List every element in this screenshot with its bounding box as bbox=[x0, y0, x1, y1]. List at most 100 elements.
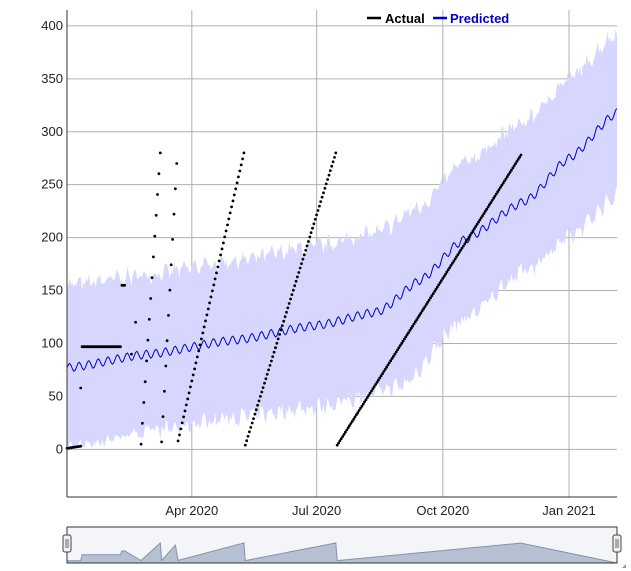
actual-point bbox=[294, 279, 298, 283]
actual-point bbox=[471, 229, 475, 233]
actual-point bbox=[515, 160, 519, 163]
actual-point bbox=[161, 415, 165, 418]
x-tick-label: Jul 2020 bbox=[292, 503, 341, 518]
actual-point bbox=[401, 339, 405, 343]
actual-point bbox=[493, 194, 497, 198]
actual-point bbox=[193, 367, 197, 371]
actual-point bbox=[272, 350, 276, 354]
actual-point bbox=[261, 386, 265, 389]
actual-point bbox=[378, 376, 382, 380]
actual-point bbox=[318, 204, 321, 208]
actual-point bbox=[364, 398, 368, 402]
actual-point bbox=[197, 349, 201, 353]
actual-point bbox=[510, 168, 513, 172]
actual-point bbox=[385, 365, 388, 369]
actual-point bbox=[150, 276, 154, 280]
actual-point bbox=[392, 355, 395, 358]
actual-point bbox=[160, 440, 164, 444]
actual-point bbox=[409, 326, 413, 330]
actual-point bbox=[271, 355, 275, 358]
actual-point bbox=[315, 213, 318, 217]
actual-point bbox=[430, 294, 434, 298]
range-handle-right[interactable] bbox=[612, 534, 622, 553]
range-handle-left-grip[interactable] bbox=[62, 534, 72, 553]
actual-point bbox=[435, 285, 439, 289]
actual-points bbox=[65, 151, 523, 450]
actual-point bbox=[168, 288, 172, 292]
actual-point bbox=[308, 235, 312, 239]
actual-point bbox=[429, 296, 432, 300]
actual-point bbox=[486, 205, 490, 209]
actual-point bbox=[248, 430, 251, 434]
actual-point bbox=[519, 153, 523, 157]
x-tick-label: Oct 2020 bbox=[416, 503, 469, 518]
actual-point bbox=[446, 268, 450, 272]
actual-point bbox=[276, 337, 280, 341]
actual-point bbox=[243, 443, 247, 447]
legend-actual-label[interactable]: Actual bbox=[385, 11, 425, 26]
actual-point bbox=[425, 303, 428, 306]
actual-point bbox=[309, 231, 313, 235]
actual-point bbox=[478, 218, 482, 222]
actual-point bbox=[145, 359, 149, 363]
actual-point bbox=[389, 359, 393, 363]
actual-point bbox=[268, 364, 272, 367]
actual-point bbox=[505, 175, 509, 179]
actual-point bbox=[163, 389, 166, 393]
actual-point bbox=[146, 338, 150, 342]
actual-point bbox=[278, 333, 281, 336]
actual-point bbox=[467, 235, 471, 239]
actual-point bbox=[254, 408, 258, 412]
actual-point bbox=[381, 372, 384, 376]
actual-point bbox=[349, 422, 353, 425]
prediction-interval bbox=[67, 29, 617, 453]
actual-point bbox=[169, 263, 173, 267]
legend: Actual Predicted bbox=[367, 11, 509, 26]
actual-point bbox=[202, 325, 206, 329]
actual-point bbox=[226, 223, 229, 227]
actual-point bbox=[371, 387, 375, 391]
actual-point bbox=[154, 213, 158, 217]
range-handle-right-grip[interactable] bbox=[612, 534, 622, 553]
actual-point bbox=[180, 421, 184, 425]
range-selector-overview bbox=[66, 541, 618, 564]
actual-point bbox=[190, 379, 194, 383]
actual-point bbox=[422, 307, 425, 311]
actual-point bbox=[293, 284, 297, 288]
actual-point bbox=[433, 290, 436, 293]
actual-point bbox=[372, 385, 376, 389]
actual-point bbox=[452, 259, 456, 263]
actual-point bbox=[477, 220, 480, 224]
actual-point bbox=[359, 406, 362, 410]
actual-point bbox=[383, 368, 387, 371]
predicted-line bbox=[66, 108, 618, 373]
actual-point bbox=[234, 187, 238, 191]
actual-point bbox=[335, 443, 339, 447]
actual-point bbox=[456, 253, 460, 256]
resize-grip-icon[interactable] bbox=[622, 564, 626, 568]
actual-point bbox=[175, 162, 179, 165]
actual-point bbox=[316, 209, 320, 212]
actual-point bbox=[250, 421, 254, 425]
range-selector-window[interactable] bbox=[66, 526, 618, 564]
range-selector[interactable] bbox=[62, 526, 626, 568]
actual-point bbox=[260, 390, 264, 394]
legend-predicted-label[interactable]: Predicted bbox=[450, 11, 509, 26]
actual-point bbox=[232, 193, 236, 197]
actual-point bbox=[468, 233, 472, 237]
actual-point bbox=[237, 175, 240, 179]
actual-point bbox=[462, 244, 465, 248]
actual-point bbox=[479, 216, 483, 220]
actual-point bbox=[368, 391, 372, 395]
actual-point bbox=[488, 203, 491, 207]
actual-point bbox=[496, 190, 500, 194]
actual-point bbox=[149, 297, 153, 300]
actual-point bbox=[441, 277, 445, 280]
y-tick-label-50: 50 bbox=[49, 388, 63, 403]
actual-point bbox=[366, 396, 369, 399]
actual-point bbox=[195, 355, 199, 359]
actual-point bbox=[158, 151, 162, 155]
range-handle-left[interactable] bbox=[62, 534, 72, 553]
actual-point bbox=[374, 383, 377, 386]
actual-point bbox=[355, 413, 358, 417]
